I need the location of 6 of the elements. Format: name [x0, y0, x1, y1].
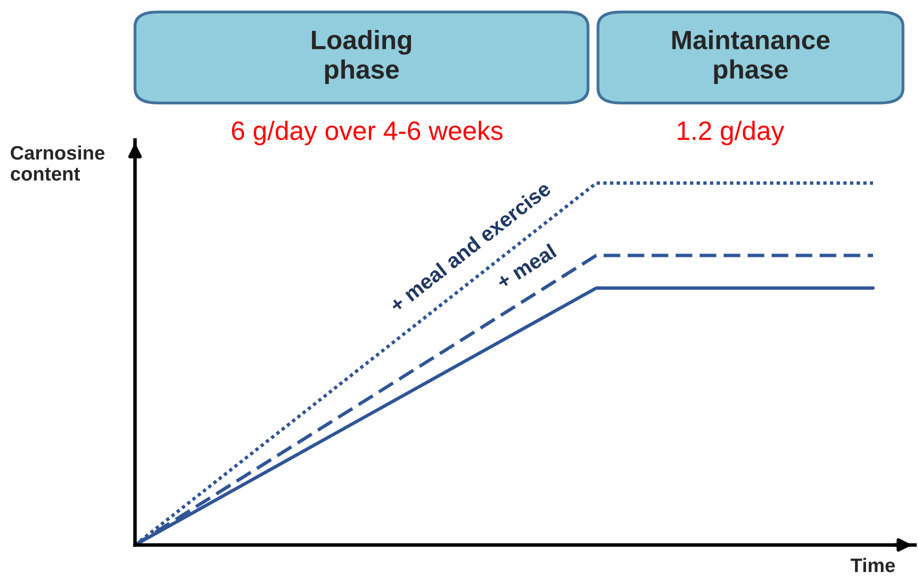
text: Loading phase	[312, 30, 412, 84]
text: 6 g/day over 4-6 weeks	[232, 120, 502, 146]
y-axis-title: Carnosine content	[10, 145, 104, 181]
text: Maintanance phase	[672, 30, 830, 84]
text: 1.2 g/day	[678, 120, 784, 146]
x-axis-title: Time	[850, 558, 895, 572]
